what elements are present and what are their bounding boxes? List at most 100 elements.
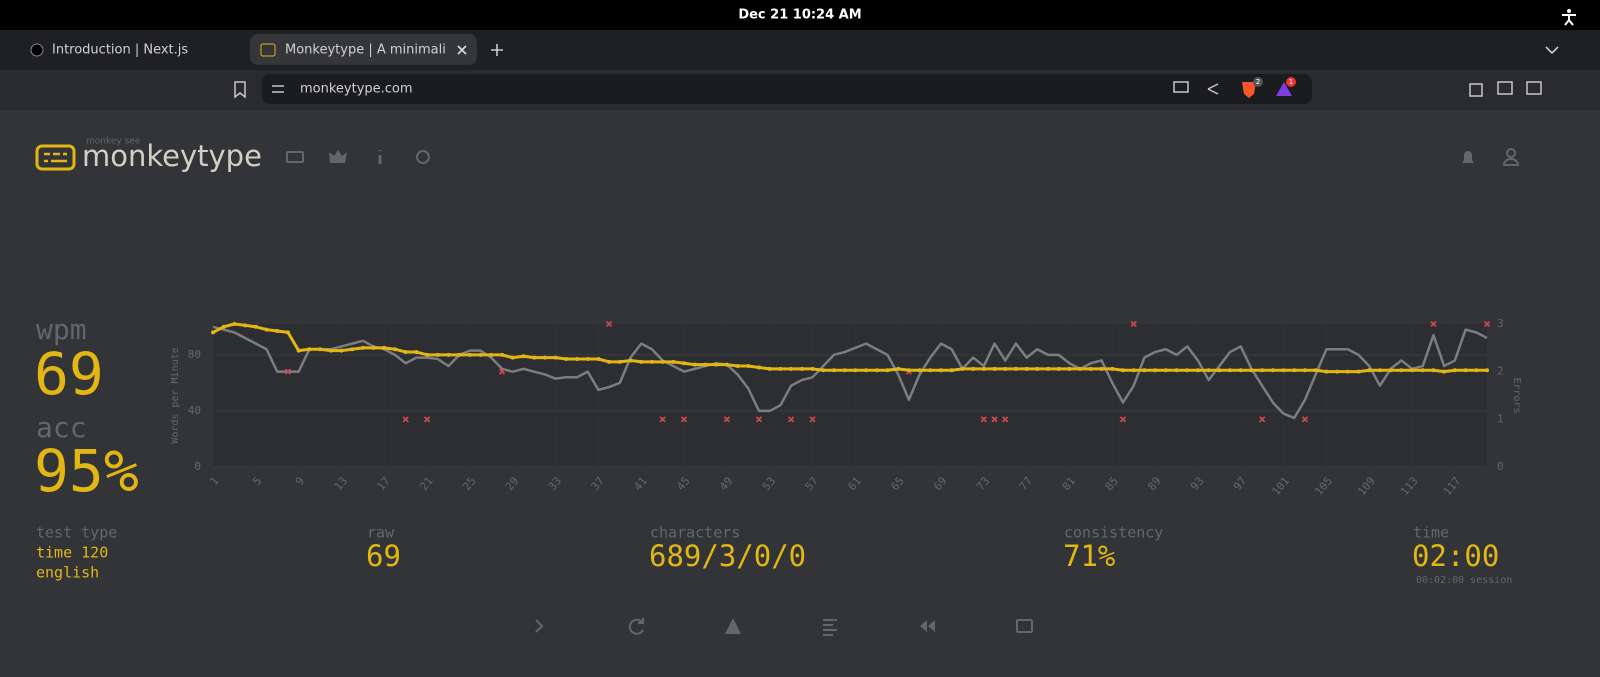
error-marker [1002, 416, 1009, 423]
series-point [1174, 368, 1179, 373]
x-tick-label: 73 [974, 475, 992, 494]
series-point [874, 368, 879, 373]
series-point [628, 358, 633, 363]
series-point [1345, 369, 1350, 374]
shields-badge [1253, 77, 1263, 87]
clock: Dec 21 10:24 AM [738, 8, 861, 23]
words-history-button[interactable] [823, 619, 837, 636]
x-tick-label: 5 [250, 475, 264, 488]
tab-favicon [30, 43, 44, 57]
wallet-icon[interactable] [1526, 81, 1542, 95]
y2-axis-label: Errors [1511, 377, 1522, 413]
x-tick-label: 41 [631, 475, 649, 494]
series-point [457, 352, 462, 357]
series-point [1206, 368, 1211, 373]
extensions-icon[interactable] [1469, 83, 1483, 97]
url[interactable]: monkeytype.com [300, 82, 413, 97]
series-point [232, 322, 237, 326]
series-point [992, 366, 997, 371]
x-tick-label: 89 [1145, 475, 1163, 494]
next-test-button[interactable] [535, 619, 544, 633]
y2-tick-label: 1 [1497, 412, 1504, 425]
sidebar-icon[interactable] [1497, 81, 1513, 95]
series-point [1281, 368, 1286, 373]
share-icon[interactable] [1207, 83, 1219, 95]
series-point [917, 368, 922, 373]
report-button[interactable] [725, 618, 741, 634]
rewards-icon[interactable] [1276, 82, 1292, 96]
x-tick-label: 109 [1355, 475, 1378, 499]
series-point [307, 347, 312, 352]
series-point [1270, 368, 1275, 373]
error-marker [498, 368, 506, 375]
omnibox[interactable] [262, 74, 1312, 104]
x-tick-label: 81 [1060, 475, 1078, 494]
x-tick-label: 25 [460, 475, 478, 494]
error-marker [680, 416, 688, 423]
series-point [1367, 368, 1372, 373]
wpm-value: 69 [34, 340, 104, 408]
series-point [649, 359, 654, 364]
series-point [1067, 366, 1072, 371]
series-point [1260, 368, 1265, 373]
error-marker [980, 416, 987, 423]
series-point [1452, 368, 1457, 373]
active-tab[interactable] [250, 34, 477, 65]
x-tick-label: 97 [1231, 475, 1249, 494]
notifications-icon[interactable] [1462, 151, 1474, 163]
tab-title[interactable]: Introduction | Next.js [52, 43, 188, 58]
logo-icon[interactable] [35, 144, 76, 171]
series-point [1303, 368, 1307, 373]
replay-button[interactable] [920, 620, 935, 632]
logo-text[interactable]: monkeytype [82, 139, 262, 173]
series-point [949, 368, 954, 373]
series-point [1442, 369, 1447, 374]
restart-button[interactable] [628, 618, 644, 635]
error-marker [1259, 416, 1266, 423]
series-point [842, 368, 847, 373]
series-point [1088, 366, 1093, 371]
bookmark-icon[interactable] [234, 81, 246, 99]
series-point [896, 366, 901, 371]
error-marker [659, 416, 666, 423]
series-point [393, 347, 397, 352]
x-tick-label: 77 [1017, 475, 1035, 494]
tab-title[interactable]: Monkeytype | A minimali [285, 43, 446, 58]
y-tick-label: 80 [188, 348, 201, 361]
settings-icon[interactable] [416, 150, 430, 164]
series-point [757, 365, 761, 370]
error-marker [755, 416, 763, 423]
tab-favicon [260, 43, 276, 57]
series-point [414, 350, 419, 355]
characters-label: characters [650, 524, 740, 542]
tab-close[interactable] [457, 45, 467, 55]
series-point [1099, 366, 1104, 371]
series-point [1131, 368, 1136, 373]
series-point [1485, 368, 1489, 373]
y2-tick-label: 0 [1497, 460, 1504, 473]
series-point [1420, 368, 1425, 373]
consistency-value: 71% [1063, 539, 1115, 573]
series-point [617, 359, 622, 364]
accessibility-icon[interactable] [1567, 9, 1571, 13]
new-tab[interactable] [491, 44, 503, 56]
series-point [1078, 366, 1083, 371]
tab-menu[interactable] [1545, 46, 1559, 55]
x-tick-label: 37 [589, 475, 607, 494]
cast-icon[interactable] [1173, 81, 1189, 93]
site-info-icon[interactable] [272, 85, 284, 93]
series-point [1024, 366, 1029, 371]
session-time: 00:02:00 session [1416, 575, 1512, 586]
keyboard-icon[interactable] [286, 151, 304, 163]
x-tick-label: 13 [332, 475, 350, 494]
series-point [500, 352, 505, 357]
series-point [403, 350, 408, 355]
shields-icon[interactable] [1242, 82, 1256, 98]
leaderboard-icon[interactable] [329, 150, 347, 163]
x-tick-label: 105 [1312, 475, 1335, 499]
series-point [607, 359, 612, 364]
error-marker [723, 416, 731, 423]
screenshot-button[interactable] [1016, 619, 1033, 633]
series-point [810, 366, 815, 371]
account-icon[interactable] [1506, 148, 1516, 158]
